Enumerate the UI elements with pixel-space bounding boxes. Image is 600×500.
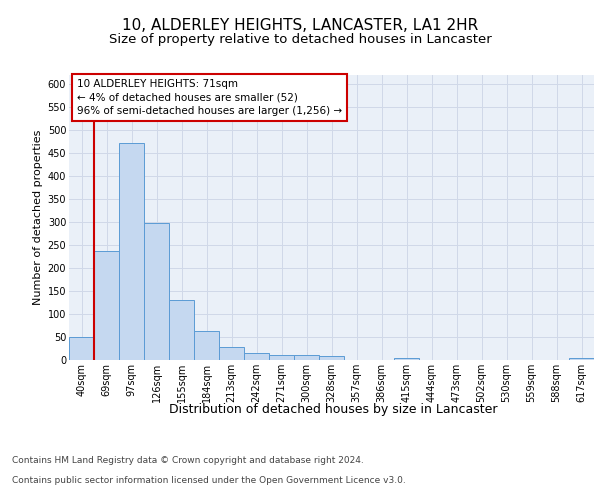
Bar: [144, 223, 169, 360]
Bar: [169, 300, 194, 360]
Bar: [69, 337, 94, 360]
Bar: [94, 251, 119, 360]
Bar: [244, 352, 269, 360]
Bar: [394, 358, 419, 360]
Text: Contains public sector information licensed under the Open Government Licence v3: Contains public sector information licen…: [12, 476, 406, 485]
Y-axis label: Number of detached properties: Number of detached properties: [34, 130, 43, 305]
Bar: [294, 356, 319, 360]
Text: 10 ALDERLEY HEIGHTS: 71sqm
← 4% of detached houses are smaller (52)
96% of semi-: 10 ALDERLEY HEIGHTS: 71sqm ← 4% of detac…: [77, 80, 342, 116]
Bar: [569, 358, 594, 360]
Text: Size of property relative to detached houses in Lancaster: Size of property relative to detached ho…: [109, 32, 491, 46]
Bar: [119, 142, 144, 360]
Bar: [194, 331, 219, 360]
Text: 10, ALDERLEY HEIGHTS, LANCASTER, LA1 2HR: 10, ALDERLEY HEIGHTS, LANCASTER, LA1 2HR: [122, 18, 478, 32]
Text: Contains HM Land Registry data © Crown copyright and database right 2024.: Contains HM Land Registry data © Crown c…: [12, 456, 364, 465]
Text: Distribution of detached houses by size in Lancaster: Distribution of detached houses by size …: [169, 402, 497, 415]
Bar: [319, 356, 344, 360]
Bar: [269, 356, 294, 360]
Bar: [219, 347, 244, 360]
